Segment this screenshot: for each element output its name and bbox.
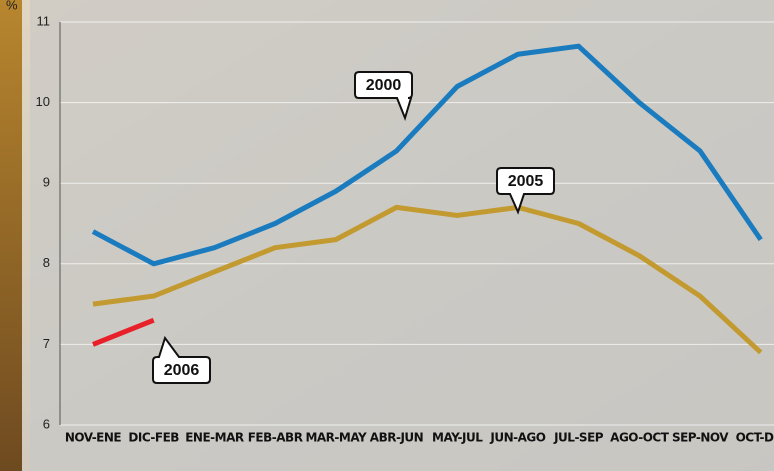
x-tick-label: ENE-MAR xyxy=(185,431,244,445)
y-tick-label: 6 xyxy=(43,416,50,431)
y-tick-label: 9 xyxy=(43,175,50,190)
y-tick-label: 10 xyxy=(36,94,50,109)
x-tick-label: JUN-AGO xyxy=(489,431,545,445)
y-tick-label: 8 xyxy=(43,255,50,270)
y-tick-label: 7 xyxy=(43,336,50,351)
page: {"chart_data": { "type": "line", "y_unit… xyxy=(0,0,774,471)
x-tick-label: AGO-OCT xyxy=(610,431,670,445)
legend-label: 2005 xyxy=(508,173,544,190)
x-tick-label: FEB-ABR xyxy=(248,431,303,445)
chart-panel xyxy=(22,0,774,471)
y-tick-label: 11 xyxy=(37,13,51,28)
x-tick-label: DIC-FEB xyxy=(128,431,179,445)
x-tick-label: ABR-JUN xyxy=(370,431,423,445)
x-tick-label: JUL-SEP xyxy=(553,431,604,445)
y-unit: % xyxy=(6,0,18,12)
x-tick-label: SEP-NOV xyxy=(672,431,729,445)
x-tick-label: OCT-DIC xyxy=(736,431,774,445)
x-tick-label: MAY-JUL xyxy=(432,431,483,445)
legend-label: 2000 xyxy=(366,77,402,94)
x-tick-label: NOV-ENE xyxy=(65,431,122,445)
legend-label: 2006 xyxy=(164,362,200,379)
chart: % 67891011NOV-ENEDIC-FEBENE-MARFEB-ABRMA… xyxy=(0,0,774,471)
x-tick-label: MAR-MAY xyxy=(305,431,367,445)
